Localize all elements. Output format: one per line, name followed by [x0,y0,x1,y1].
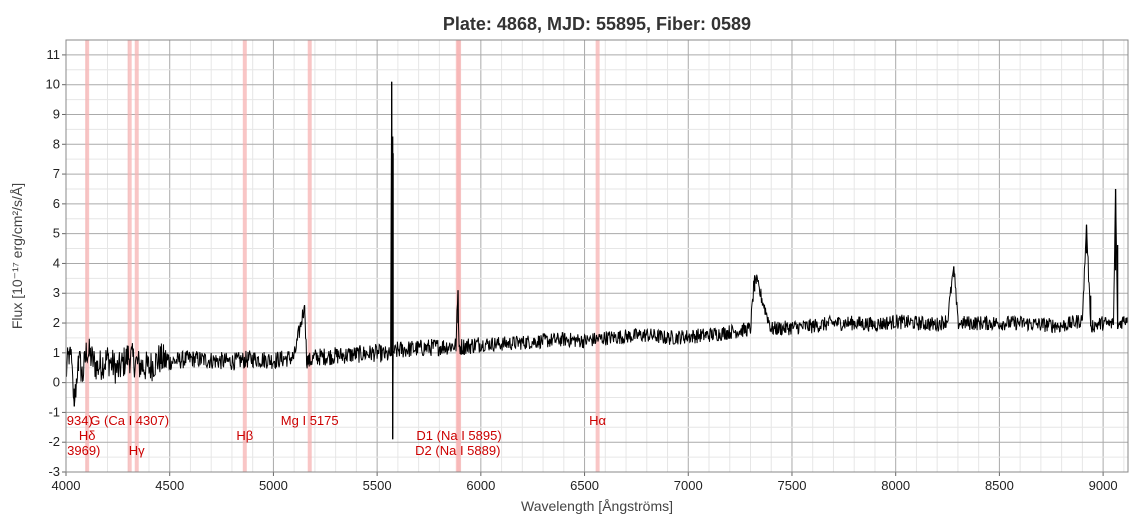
y-tick-label: 5 [53,226,60,241]
spectral-line-label: D2 (Na I 5889) [415,443,500,458]
spectral-line-label: Hβ [236,428,253,443]
x-tick-label: 5500 [363,478,392,493]
y-tick-label: 0 [53,375,60,390]
spectral-line-markers [85,40,600,472]
spectral-line-marker [134,40,139,472]
spectral-line-label: Hδ [79,428,96,443]
x-tick-label: 5000 [259,478,288,493]
spectral-line-label: D1 (Na I 5895) [416,428,501,443]
spectral-line-label: Hγ [129,443,145,458]
axis-ticks: 4000 4500 5000 5500 6000 6500 7000 7500 8000 8500… [46,47,1118,493]
spectral-line-label: Hα [589,413,606,428]
spectral-line-label: K (Ca II 3934) [12,413,93,428]
y-tick-label: 8 [53,136,60,151]
plot-frame [65,39,1129,473]
spectral-line-marker [457,40,462,472]
y-tick-label: 1 [53,345,60,360]
spectral-line-label: Mg I 5175 [281,413,339,428]
x-tick-label: 7000 [674,478,703,493]
y-tick-label: -2 [48,434,60,449]
y-tick-label: 7 [53,166,60,181]
spectral-line-marker [307,40,312,472]
y-tick-label: 4 [53,255,60,270]
x-tick-label: 9000 [1089,478,1118,493]
spectral-line-label: H (Ca II 3969) [19,443,101,458]
y-axis-label: Flux [10⁻¹⁷ erg/cm²/s/Å] [9,183,25,329]
y-tick-label: 11 [47,47,61,62]
x-tick-label: 6000 [466,478,495,493]
x-tick-label: 8000 [881,478,910,493]
x-tick-label: 4000 [52,478,81,493]
x-axis-label: Wavelength [Ångströms] [521,498,673,514]
y-tick-label: 9 [53,106,60,121]
spectral-line-labels: K (Ca II 3934) H (Ca II 3969)HδG (Ca I 43… [12,413,607,458]
spectral-line-marker [242,40,247,472]
y-tick-label: 10 [46,77,60,92]
chart-title: Plate: 4868, MJD: 55895, Fiber: 0589 [443,14,751,34]
spectral-line-label: G (Ca I 4307) [90,413,169,428]
spectral-line-marker [595,40,600,472]
y-tick-label: 6 [53,196,60,211]
spectrum-series [66,81,1128,440]
spectral-line-marker [85,40,90,472]
x-tick-label: 6500 [570,478,599,493]
x-tick-label: 7500 [778,478,807,493]
y-tick-label: 3 [53,285,60,300]
x-tick-label: 8500 [985,478,1014,493]
y-tick-label: -3 [48,464,60,479]
spectrum-line [66,81,1128,440]
spectral-line-marker [127,40,132,472]
y-tick-label: 2 [53,315,60,330]
y-tick-label: -1 [48,404,60,419]
x-tick-label: 4500 [155,478,184,493]
